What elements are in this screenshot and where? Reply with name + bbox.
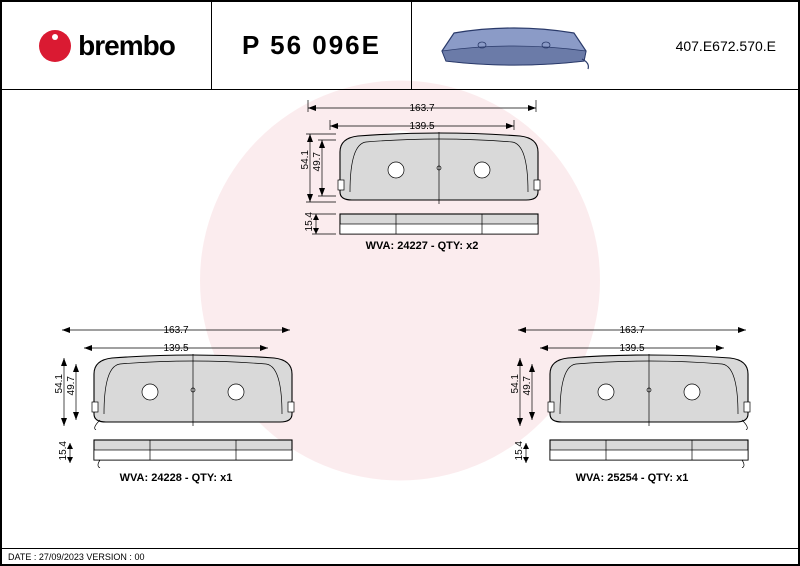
dim-height-group-top: 54.1 49.7 [302,132,336,204]
dim-value-thk-bl: 15.4 [58,441,69,460]
brembo-logo: brembo [38,29,175,63]
technical-drawing-page: brembo P 56 096E 407.E672.570.E [0,0,800,566]
footer-date: 27/09/2023 [39,552,84,562]
pad-label-24228: WVA: 24228 - QTY: x1 [56,472,296,484]
brembo-logo-icon [38,29,72,63]
pad-face-24228 [90,354,296,430]
dim-thickness-br: 15.4 [512,441,546,465]
reference-code: 407.E672.570.E [676,38,776,54]
header-right-cell: 407.E672.570.E [412,2,798,89]
part-number: P 56 096E [242,30,381,61]
dim-value-oh-bl: 54.1 [54,374,65,393]
dim-value-outer-height: 54.1 [300,150,311,169]
pad-view-24228: 163.7 139.5 54.1 [56,318,296,484]
dim-value-thickness: 15.4 [304,212,315,231]
pad-view-24227: 163.7 139.5 [302,96,542,252]
brand-logo-cell: brembo [2,2,212,89]
drawing-body: 163.7 139.5 [2,90,798,542]
pad-edge-24227 [336,212,542,236]
dim-value-inner-height: 49.7 [312,152,323,171]
footer-version-label: VERSION : [86,552,132,562]
pad-edge-25254 [546,438,752,468]
dim-height-group-bl: 54.1 49.7 [56,356,90,428]
footer-version: 00 [134,552,144,562]
iso-pad-preview [434,21,594,71]
pad-label-24227: WVA: 24227 - QTY: x2 [302,240,542,252]
dim-value-ih-br: 49.7 [522,376,533,395]
dim-thickness-top: 15.4 [302,212,336,236]
dim-value-thk-br: 15.4 [514,441,525,460]
pad-view-25254: 163.7 139.5 54.1 [512,318,752,484]
brand-name: brembo [78,30,175,62]
pad-face-25254 [546,354,752,430]
pad-label-25254: WVA: 25254 - QTY: x1 [512,472,752,484]
pad-face-24227 [336,132,542,204]
dim-value-ih-bl: 49.7 [66,376,77,395]
dim-thickness-bl: 15.4 [56,441,90,465]
header: brembo P 56 096E 407.E672.570.E [2,2,798,90]
footer-date-label: DATE : [8,552,36,562]
dim-height-group-br: 54.1 49.7 [512,356,546,428]
pad-edge-24228 [90,438,296,468]
dim-value-oh-br: 54.1 [510,374,521,393]
part-number-cell: P 56 096E [212,2,412,89]
footer: DATE : 27/09/2023 VERSION : 00 [2,548,798,564]
